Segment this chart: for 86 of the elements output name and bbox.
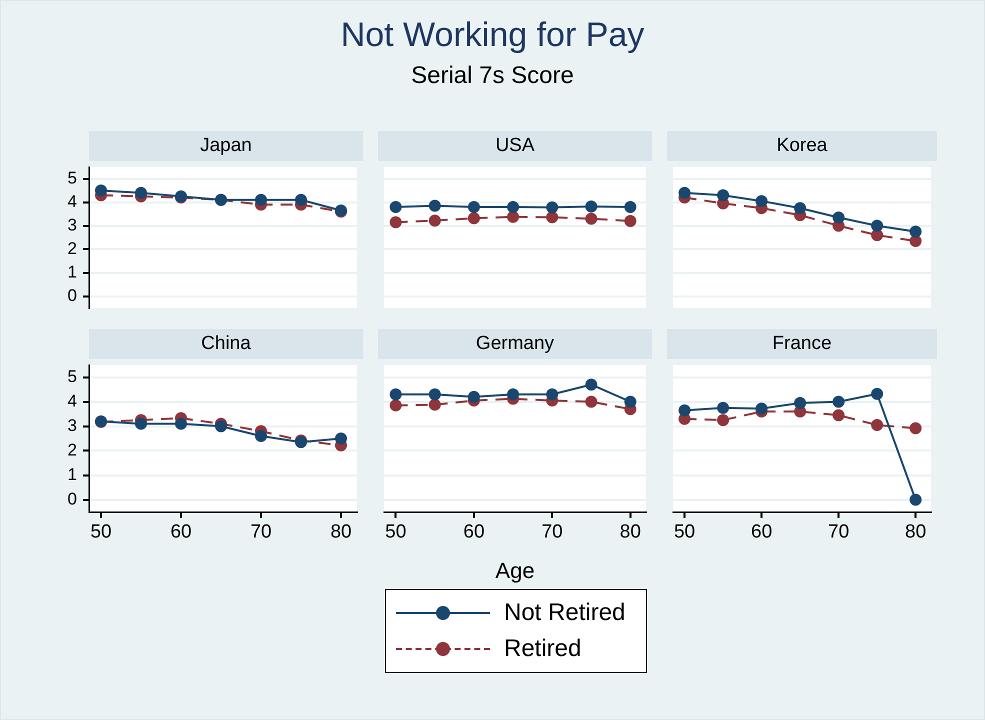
point [546,201,558,214]
point [468,212,480,224]
y-tick-label: 1 [68,464,77,484]
point [428,200,441,212]
point [871,220,884,232]
point [832,396,845,408]
point [717,402,730,414]
x-tick-label: 80 [905,522,926,543]
point [910,494,922,506]
y-tick-label: 2 [68,440,77,460]
x-tick-label: 60 [170,522,192,543]
x-tick-label: 50 [674,522,696,543]
text: Not Working for Pay [340,16,646,55]
point [507,210,520,223]
point [871,388,884,400]
point [507,200,520,213]
chart-title: France [667,329,937,359]
point [95,184,107,196]
x-tick-label: 70 [250,522,272,543]
x-tick-label: 60 [750,522,772,543]
point [135,186,147,199]
point [585,200,598,212]
point [585,378,598,391]
chart-title: Germany [378,329,652,359]
x-tick-label: 70 [828,522,850,543]
y-tick-label: 1 [68,262,77,282]
point [624,215,636,228]
point [428,388,441,400]
text: Serial 7s Score [410,62,575,90]
point [507,388,520,400]
y-tick-label: 3 [68,215,77,234]
x-tick-label: 80 [620,522,641,543]
point [678,404,691,416]
point [295,194,307,206]
point [756,195,768,208]
point [135,418,147,430]
y-tick-label: 4 [68,192,77,211]
point [546,388,558,400]
chart-title: USA [378,131,652,161]
point [678,186,691,199]
y-tick-label: 0 [68,489,77,508]
point [585,396,598,408]
point [624,396,636,408]
point [794,396,806,409]
point [546,211,558,224]
point [390,216,402,228]
y-tick-label: 0 [68,286,77,305]
point [624,200,636,213]
legend-label: Not Retired [504,599,626,627]
chart-title: China [89,329,363,359]
point [255,430,267,442]
point [390,399,402,412]
x-tick-label: 80 [330,522,352,543]
point [832,409,845,422]
point [335,432,347,444]
point [428,214,441,227]
x-tick-label: 50 [385,522,406,543]
y-tick-label: 3 [68,416,77,435]
point [756,402,768,415]
chart-title: Korea [667,131,937,161]
point [255,194,267,206]
point [390,200,402,213]
y-tick-label: 2 [68,238,77,258]
point [910,226,922,238]
y-tick-label: 5 [68,366,77,386]
chart-title: Japan [89,131,363,161]
x-tick-label: 70 [542,522,563,543]
x-axis-title: Age [494,558,536,584]
point [390,388,402,400]
point [794,202,806,214]
point [832,212,845,224]
point [468,200,480,213]
point [468,390,480,403]
x-tick-label: 60 [463,522,485,543]
x-tick-label: 50 [90,522,112,543]
point [215,420,227,432]
y-tick-label: 5 [68,168,77,188]
point [717,414,730,426]
point [175,418,187,430]
point [910,422,922,434]
point [871,419,884,432]
point [585,212,598,225]
point [428,398,441,411]
point [717,189,730,202]
y-tick-label: 4 [68,391,77,410]
legend-label: Retired [504,635,582,663]
